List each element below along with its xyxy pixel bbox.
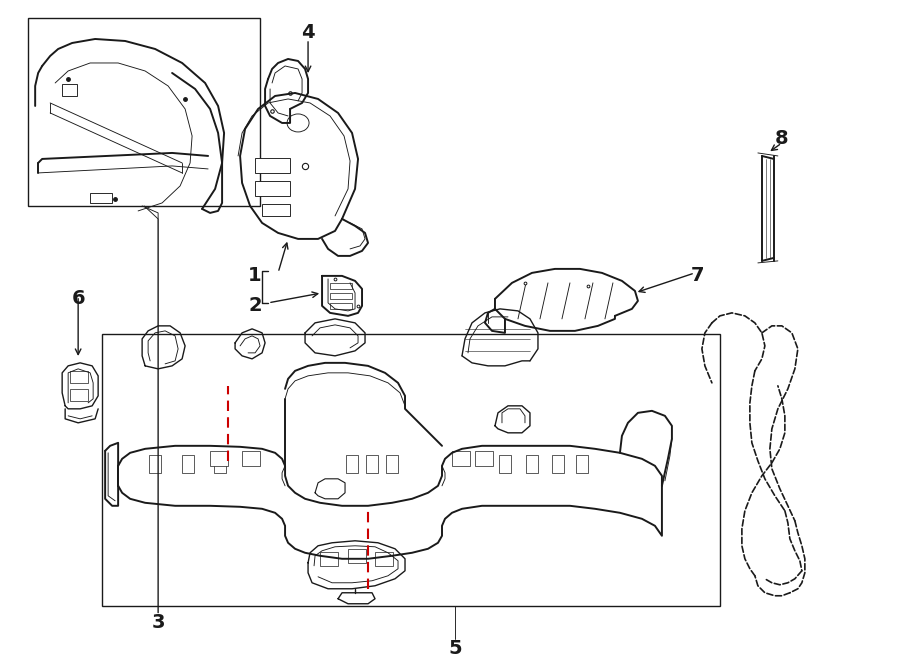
Bar	[70, 371, 88, 383]
Bar	[552, 455, 564, 473]
Text: 7: 7	[691, 266, 705, 286]
Text: 5: 5	[448, 639, 462, 658]
Bar	[475, 451, 493, 466]
Text: 1: 1	[248, 266, 262, 286]
Bar	[348, 549, 366, 563]
Bar	[62, 84, 77, 96]
Bar	[210, 451, 228, 466]
Text: 8: 8	[775, 130, 788, 149]
Text: 6: 6	[71, 290, 85, 309]
Bar	[386, 455, 398, 473]
Bar	[330, 283, 352, 289]
Bar	[375, 552, 393, 566]
Bar	[346, 455, 358, 473]
Bar	[255, 181, 290, 196]
Bar	[90, 193, 112, 203]
Bar	[182, 455, 194, 473]
Bar	[214, 455, 226, 473]
Bar	[576, 455, 588, 473]
Bar	[499, 455, 511, 473]
Bar	[330, 303, 352, 309]
Text: 4: 4	[302, 24, 315, 42]
Bar	[330, 293, 352, 299]
Bar	[262, 204, 290, 216]
Text: 3: 3	[151, 613, 165, 633]
Bar	[242, 451, 260, 466]
Text: 2: 2	[248, 296, 262, 315]
Bar	[255, 158, 290, 173]
Bar	[526, 455, 538, 473]
Bar	[366, 455, 378, 473]
Bar	[452, 451, 470, 466]
Bar	[70, 389, 88, 401]
Bar	[102, 334, 720, 605]
Bar	[320, 552, 338, 566]
Bar	[28, 18, 260, 206]
Bar	[149, 455, 161, 473]
